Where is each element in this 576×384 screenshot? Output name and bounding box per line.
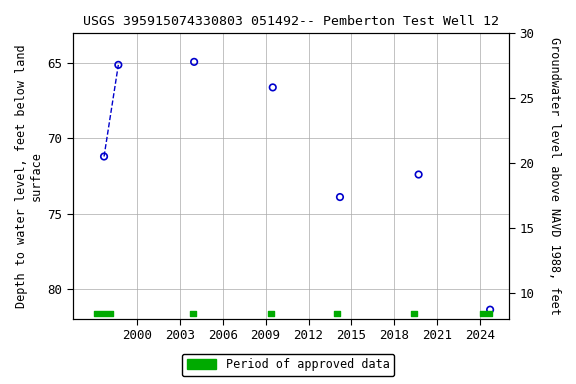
Y-axis label: Groundwater level above NAVD 1988, feet: Groundwater level above NAVD 1988, feet: [548, 37, 561, 315]
Point: [335, 194, 344, 200]
Y-axis label: Depth to water level, feet below land
surface: Depth to water level, feet below land su…: [15, 44, 43, 308]
Point: [190, 59, 199, 65]
Point: [486, 306, 495, 313]
Point: [268, 84, 278, 91]
Title: USGS 395915074330803 051492-- Pemberton Test Well 12: USGS 395915074330803 051492-- Pemberton …: [82, 15, 499, 28]
Point: [414, 171, 423, 177]
Point: [100, 154, 109, 160]
Point: [113, 62, 123, 68]
Legend: Period of approved data: Period of approved data: [182, 354, 394, 376]
